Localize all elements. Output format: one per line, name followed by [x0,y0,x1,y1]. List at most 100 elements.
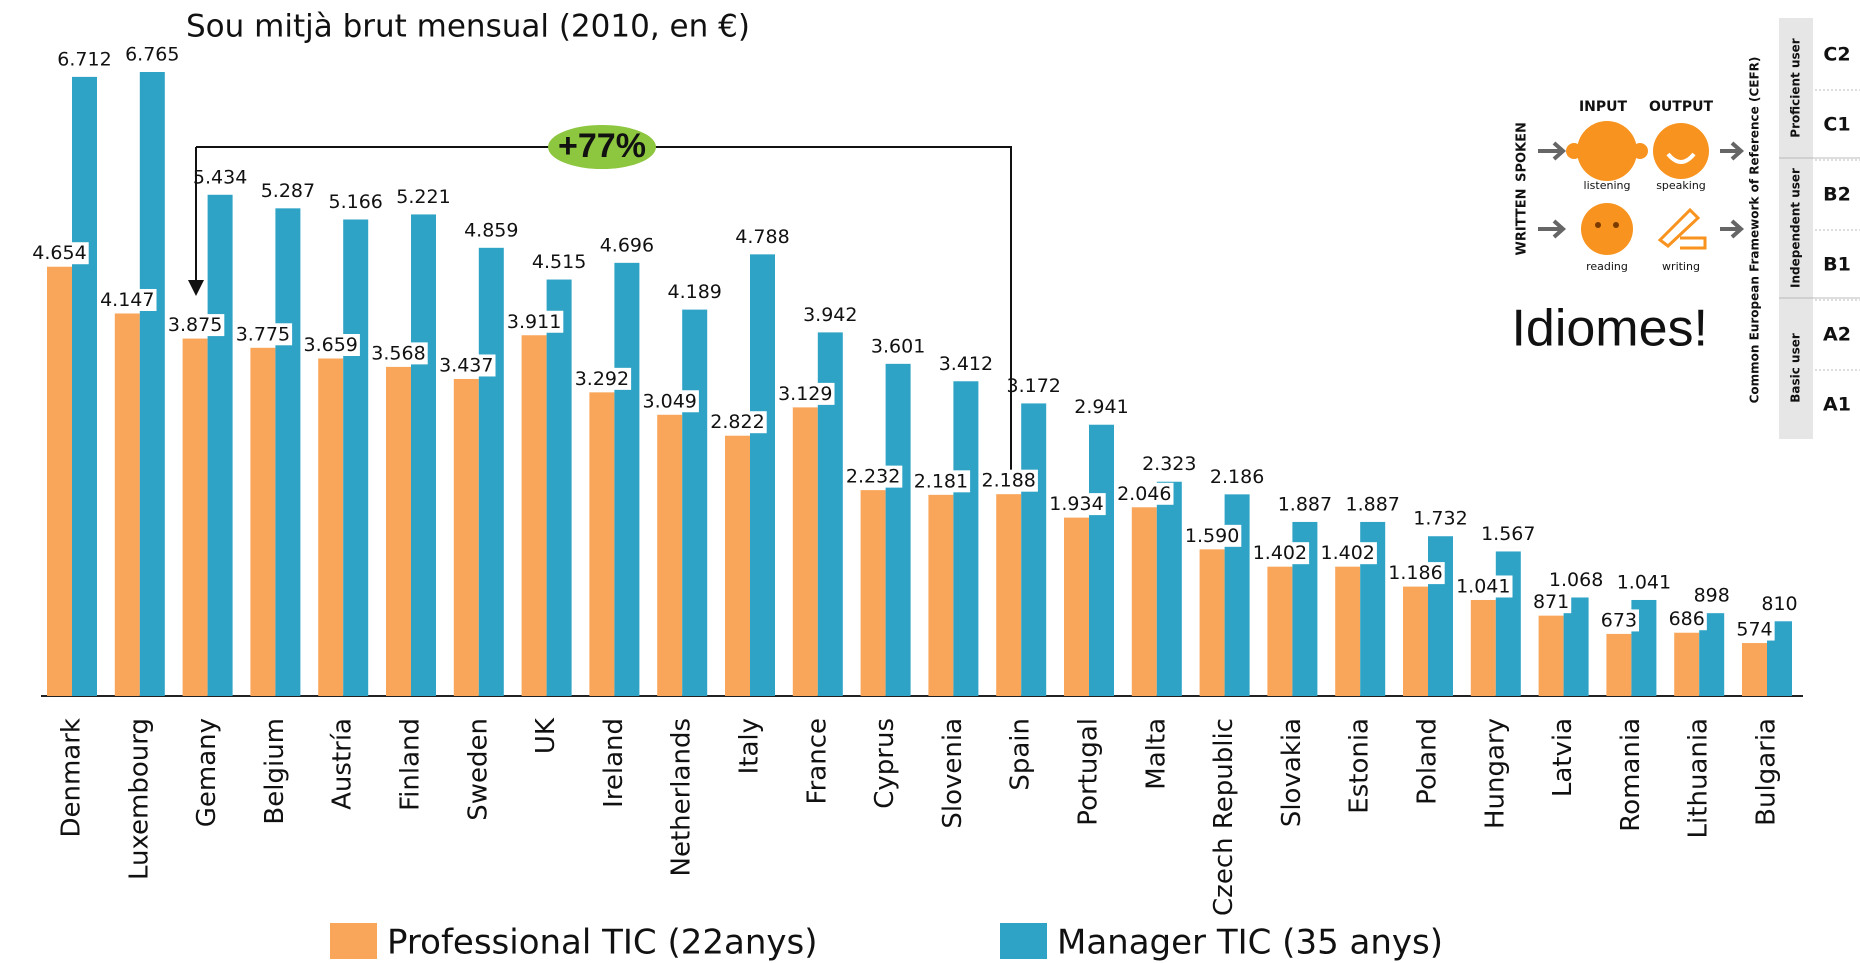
legend-swatch [330,923,377,959]
bar [522,335,547,696]
value-label: 810 [1761,593,1797,615]
value-label: 3.601 [871,335,925,357]
value-label: 5.221 [396,186,450,208]
value-label: 2.186 [1210,466,1264,488]
bar [657,415,682,696]
bar [750,254,775,696]
value-label: 3.775 [236,323,290,345]
bar [386,367,411,696]
x-tick-label: Luxembourg [124,718,154,880]
level: A1 [1823,394,1851,416]
bar [614,263,639,696]
x-tick-label: Czech Republic [1209,718,1239,916]
bar [183,339,208,696]
bar [861,490,886,696]
x-tick-label: Romania [1616,718,1646,832]
bar [996,494,1021,696]
x-tick-label: Slovenia [938,718,968,829]
x-tick-label: Sweden [463,718,493,821]
x-tick-label: Denmark [57,718,87,838]
bar [589,392,614,696]
value-label: 1.732 [1413,508,1467,530]
x-tick-label: Spain [1006,718,1036,791]
bar [1157,482,1182,696]
value-label: 3.875 [168,314,222,336]
value-label: 2.822 [710,411,764,433]
bar [411,214,436,696]
value-label: 4.189 [667,281,721,303]
value-label: 5.166 [328,191,382,213]
spoken-label: SPOKEN [1515,122,1530,182]
x-tick-label: Lithuania [1684,718,1714,838]
bar [454,379,479,696]
value-label: 1.186 [1388,562,1442,584]
bar [953,381,978,696]
value-label: 3.292 [575,368,629,390]
skill: speaking [1656,179,1706,192]
written-label: WRITTEN [1515,189,1530,256]
x-tick-label: Slovakia [1277,718,1307,827]
value-label: 6.712 [57,48,111,70]
value-label: 1.041 [1617,571,1671,593]
bar [1267,567,1292,696]
bar [1064,518,1089,696]
bar [547,280,572,696]
group: Independent user [1789,168,1803,288]
bar [1606,634,1631,696]
value-label: 2.046 [1117,483,1171,505]
arrow [1538,221,1563,237]
value-label: 686 [1669,608,1705,630]
bar [343,219,368,696]
framework: Common European Framework of Reference (… [1748,57,1762,404]
slogan: Idiomes! [1511,300,1708,358]
value-label: 871 [1533,591,1569,613]
group: Basic user [1789,333,1803,403]
speaking-icon [1653,123,1709,179]
value-label: 4.788 [735,226,789,248]
skill: reading [1586,260,1628,273]
bar [1200,549,1225,696]
level: C2 [1823,44,1850,66]
value-label: 3.942 [803,304,857,326]
level: B2 [1823,184,1851,206]
x-tick-label: France [802,718,832,804]
bar [208,195,233,696]
x-tick-label: Portugal [1074,718,1104,826]
chart-title: Sou mitjà brut mensual (2010, en €) [186,9,750,45]
bar [1742,643,1767,696]
skill: listening [1584,179,1631,192]
value-label: 5.434 [193,166,247,188]
bar [47,267,72,696]
level: C1 [1823,114,1850,136]
writing-icon [1660,210,1705,248]
bar [479,248,504,696]
value-label: 3.412 [939,353,993,375]
value-label: 1.887 [1278,493,1332,515]
bar [318,358,343,696]
value-label: 4.654 [32,242,86,264]
value-label: 1.934 [1049,493,1103,515]
listening-icon [1577,121,1637,181]
value-label: 1.041 [1456,575,1510,597]
x-tick-label: Malta [1141,718,1171,790]
value-label: 673 [1601,609,1637,631]
x-tick-label: Estonia [1345,718,1375,814]
chart: Sou mitjà brut mensual (2010, en €) +77%… [0,0,1860,963]
eye [1595,222,1601,228]
value-label: 898 [1694,585,1730,607]
value-label: 2.181 [914,470,968,492]
level: A2 [1823,324,1851,346]
x-tick-label: Austría [328,718,358,810]
reading-icon [1581,203,1633,255]
bar [1021,403,1046,696]
value-label: 4.147 [100,289,154,311]
bar [1496,551,1521,696]
bar [1539,616,1564,696]
bar [1403,587,1428,696]
value-label: 1.402 [1320,542,1374,564]
value-label: 3.172 [1006,375,1060,397]
value-label: 1.887 [1345,493,1399,515]
bar [1428,536,1453,696]
value-label: 3.568 [371,342,425,364]
legend-label: Professional TIC (22anys) [387,923,818,963]
